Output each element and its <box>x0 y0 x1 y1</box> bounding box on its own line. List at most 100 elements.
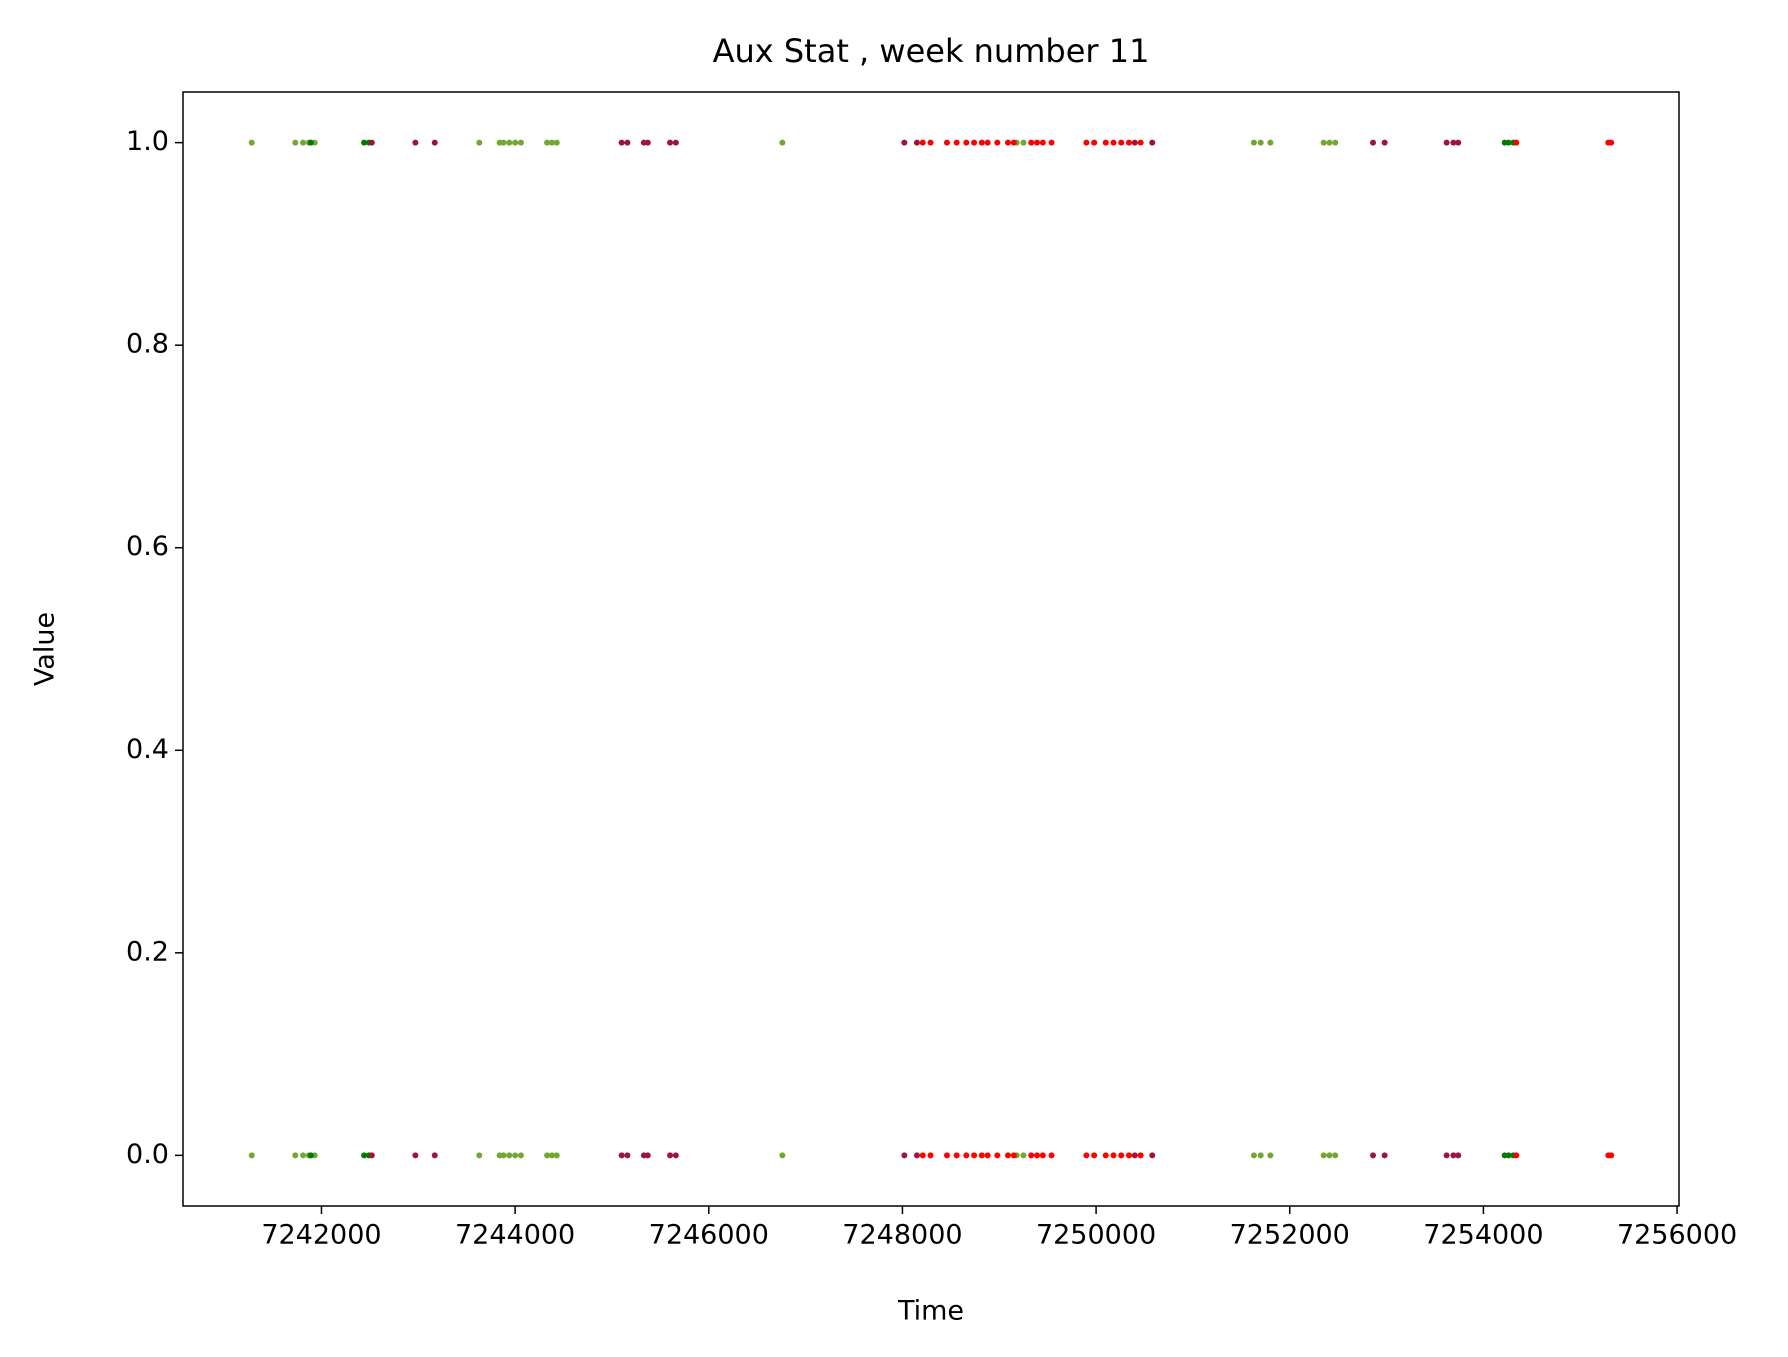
point <box>1450 1152 1457 1159</box>
x-tick-label: 7242000 <box>261 1220 381 1251</box>
y-tick-label: 0.0 <box>126 1139 169 1170</box>
point <box>901 139 908 146</box>
point <box>548 139 555 146</box>
point <box>672 1152 679 1159</box>
point <box>307 139 314 146</box>
point <box>1137 139 1144 146</box>
point <box>1048 139 1055 146</box>
point <box>994 1152 1001 1159</box>
point <box>1320 139 1327 146</box>
point <box>1010 139 1017 146</box>
x-tick-label: 7254000 <box>1423 1220 1543 1251</box>
point <box>1505 139 1512 146</box>
point <box>1110 139 1117 146</box>
point <box>248 139 255 146</box>
point <box>1505 1152 1512 1159</box>
y-tick-label: 0.8 <box>126 329 169 360</box>
y-tick-label: 0.2 <box>126 936 169 967</box>
point <box>1131 1152 1138 1159</box>
point <box>919 1152 926 1159</box>
point <box>624 1152 631 1159</box>
x-tick-label: 7250000 <box>1036 1220 1156 1251</box>
point <box>644 1152 651 1159</box>
x-tick-label: 7252000 <box>1230 1220 1350 1251</box>
point <box>1320 1152 1327 1159</box>
point <box>1102 1152 1109 1159</box>
point <box>1149 1152 1156 1159</box>
y-tick-label: 0.4 <box>126 734 169 765</box>
x-tick-label: 7246000 <box>649 1220 769 1251</box>
point <box>667 1152 674 1159</box>
point <box>292 139 299 146</box>
point <box>984 139 991 146</box>
point <box>779 139 786 146</box>
point <box>1257 139 1264 146</box>
point <box>506 139 513 146</box>
point <box>368 139 375 146</box>
point <box>1126 139 1133 146</box>
point <box>368 1152 375 1159</box>
plot-frame <box>182 91 1680 1207</box>
point <box>1020 139 1027 146</box>
point <box>548 1152 555 1159</box>
point <box>913 1152 920 1159</box>
point <box>361 1152 368 1159</box>
point <box>544 1152 551 1159</box>
point <box>1513 1152 1520 1159</box>
point <box>667 139 674 146</box>
point <box>1126 1152 1133 1159</box>
point <box>1608 139 1615 146</box>
point <box>1020 1152 1027 1159</box>
point <box>300 1152 307 1159</box>
x-tick-label: 7244000 <box>455 1220 575 1251</box>
point <box>292 1152 299 1159</box>
point <box>412 1152 419 1159</box>
x-axis-label: Time <box>897 1296 964 1327</box>
point <box>984 1152 991 1159</box>
point <box>953 1152 960 1159</box>
point <box>1381 1152 1388 1159</box>
point <box>943 139 950 146</box>
point <box>1149 139 1156 146</box>
x-tick-label: 7256000 <box>1617 1220 1737 1251</box>
y-axis-label: Value <box>30 612 61 686</box>
point <box>1039 1152 1046 1159</box>
point <box>1083 139 1090 146</box>
point <box>500 1152 507 1159</box>
point <box>963 1152 970 1159</box>
point <box>1267 1152 1274 1159</box>
point <box>476 1152 483 1159</box>
point <box>927 139 934 146</box>
point <box>779 1152 786 1159</box>
point <box>1034 1152 1041 1159</box>
point <box>971 139 978 146</box>
point <box>913 139 920 146</box>
point <box>1004 1152 1011 1159</box>
chart-title: Aux Stat , week number 11 <box>713 32 1150 70</box>
point <box>1332 139 1339 146</box>
point <box>1048 1152 1055 1159</box>
point <box>963 139 970 146</box>
point <box>512 139 519 146</box>
point <box>1455 139 1462 146</box>
point <box>1028 139 1035 146</box>
point <box>431 1152 438 1159</box>
point <box>919 139 926 146</box>
point <box>1267 139 1274 146</box>
point <box>1370 139 1377 146</box>
point <box>901 1152 908 1159</box>
point <box>1083 1152 1090 1159</box>
point <box>1028 1152 1035 1159</box>
point <box>1118 139 1125 146</box>
point <box>618 139 625 146</box>
point <box>1332 1152 1339 1159</box>
point <box>1091 139 1098 146</box>
point <box>927 1152 934 1159</box>
point <box>1381 139 1388 146</box>
point <box>953 139 960 146</box>
point <box>1010 1152 1017 1159</box>
y-tick-label: 1.0 <box>126 126 169 157</box>
point <box>978 139 985 146</box>
